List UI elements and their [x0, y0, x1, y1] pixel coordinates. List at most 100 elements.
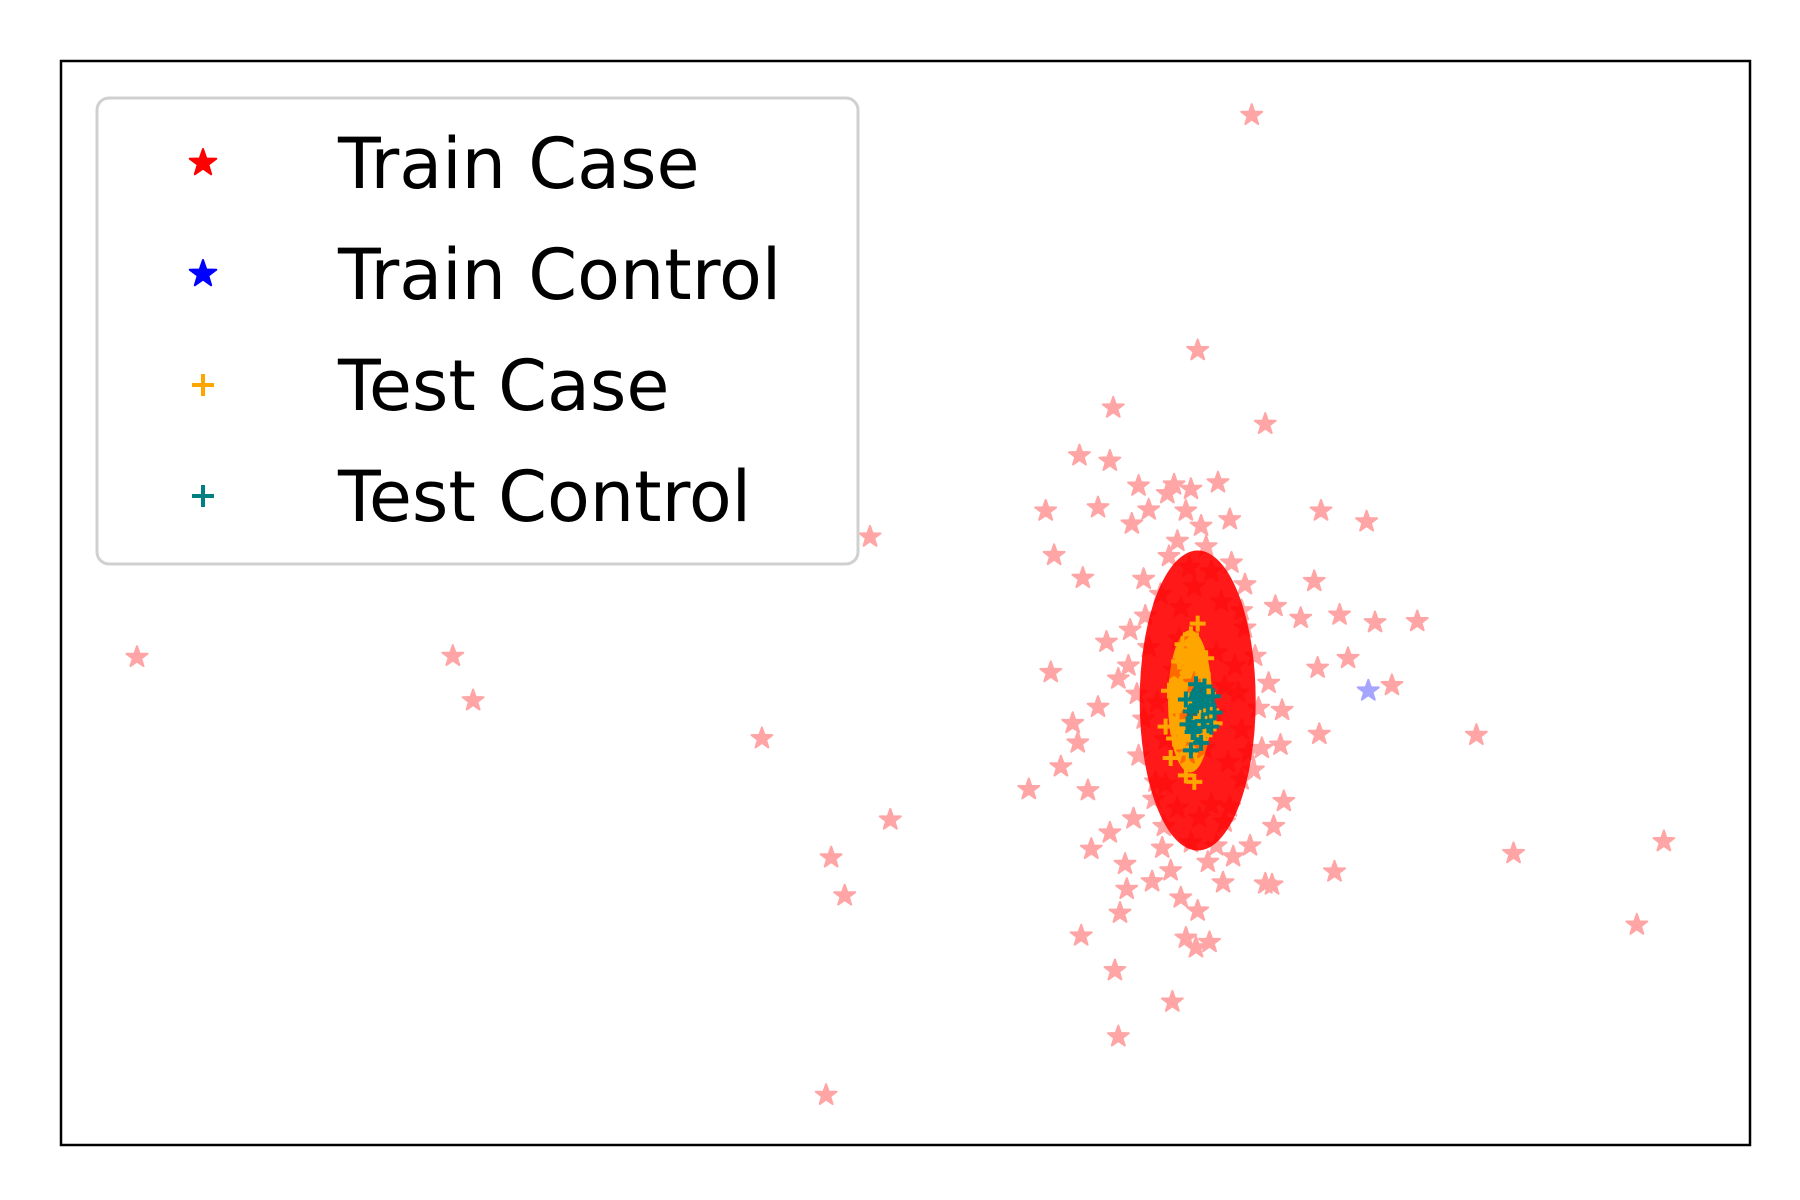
train-case-point [1405, 609, 1429, 632]
train-case-point [1253, 871, 1277, 894]
train-case-point [1106, 1024, 1130, 1047]
train-case-point [1145, 690, 1169, 713]
train-case-point [1142, 787, 1166, 810]
test-control-point [1179, 716, 1196, 733]
train-case-point [1230, 717, 1254, 740]
test-case-point [1162, 750, 1179, 767]
test-case-point [1181, 660, 1198, 677]
train-case-point [441, 644, 465, 666]
train-case-point [1262, 814, 1286, 837]
train-case-point [1186, 898, 1210, 921]
train-case-point [1086, 695, 1110, 717]
train-case-point [1306, 656, 1330, 678]
train-case-point [1177, 555, 1201, 578]
test-case-point [1186, 773, 1203, 790]
train-case-point [1154, 772, 1178, 794]
test-case-point [1198, 650, 1215, 667]
train-case-point [1137, 635, 1161, 658]
train-case-point [1106, 666, 1130, 689]
legend-box [95, 96, 860, 566]
train-case-point [1218, 794, 1242, 817]
train-case-point [833, 883, 857, 906]
test-control-point [1182, 703, 1199, 720]
train-case-point [1502, 841, 1525, 864]
train-case-point [1240, 103, 1264, 126]
train-case-point [1206, 470, 1230, 493]
train-case-point [1125, 682, 1149, 704]
train-case-point [1166, 795, 1189, 818]
train-case-point [1221, 844, 1245, 867]
train-case-point [1625, 912, 1649, 935]
train-case-point [1199, 792, 1223, 815]
test-case-point [1169, 713, 1186, 730]
train-case-point [1066, 730, 1090, 753]
test-control-point [1188, 676, 1205, 693]
train-case-point [858, 524, 882, 547]
train-case-point [1204, 833, 1228, 856]
test-control-point [1206, 704, 1223, 721]
train-case-point [1166, 529, 1189, 552]
series-test-control [1177, 676, 1223, 759]
train-case-point [1140, 869, 1164, 892]
train-case-point [1169, 885, 1193, 908]
train-case-point [1323, 859, 1346, 882]
train-case-point [1194, 534, 1218, 557]
train-case-point [1199, 559, 1223, 582]
train-case-point [1160, 989, 1184, 1012]
train-case-point [1302, 569, 1326, 592]
train-case-point [1309, 498, 1333, 521]
train-case-point [1152, 814, 1176, 837]
train-case-point [1213, 674, 1237, 697]
train-case-point [1039, 660, 1063, 683]
train-case-point [1363, 610, 1387, 633]
legend: Train Case Train Control Test Case Test Con… [95, 96, 860, 566]
train-case-point [1174, 498, 1198, 521]
train-case-point [1115, 877, 1139, 900]
train-case-point [1253, 412, 1277, 434]
train-case-point [1220, 550, 1243, 573]
legend-marker-test-case [192, 374, 214, 396]
train-case-point [1328, 602, 1351, 625]
legend-marker-test-control [192, 485, 214, 507]
train-case-point [1380, 673, 1404, 696]
test-control-point [1194, 713, 1211, 730]
plot-marks [125, 103, 1676, 1105]
train-case-point [1098, 820, 1122, 843]
train-case-point [1269, 733, 1292, 755]
train-case-point [1103, 958, 1127, 981]
train-case-point [1257, 671, 1281, 694]
test-case-point [1157, 718, 1174, 735]
train-case-point [1238, 833, 1262, 856]
train-control-point [1356, 678, 1380, 701]
train-case-point [1336, 646, 1360, 669]
train-case-point [1132, 567, 1156, 590]
train-case-point [1150, 836, 1174, 858]
train-case-point [1218, 507, 1242, 530]
legend-label-test-control: Test Control [337, 456, 751, 538]
train-case-point [1289, 606, 1313, 629]
test-control-point [1182, 742, 1199, 759]
train-case-point [1169, 595, 1193, 618]
legend-marker-train-case [188, 148, 218, 176]
train-case-point [1223, 653, 1247, 676]
test-case-point [1174, 636, 1191, 653]
train-case-point [1233, 615, 1257, 638]
train-case-point [878, 807, 902, 830]
train-case-point [1017, 777, 1041, 800]
train-case-point [1247, 696, 1270, 718]
train-case-point [1122, 806, 1145, 829]
train-case-point [1113, 852, 1137, 875]
train-case-point [1118, 618, 1142, 640]
legend-marker-train-control [188, 259, 218, 287]
train-case-point [1049, 754, 1073, 777]
train-case-point [1236, 740, 1260, 763]
legend-label-train-case: Train Case [337, 123, 700, 205]
train-case-point [1127, 743, 1150, 766]
train-case-point [1182, 574, 1206, 597]
train-case-point [1307, 722, 1331, 745]
test-case-point [1189, 615, 1206, 632]
train-case-point [1184, 935, 1208, 958]
train-case-point [1061, 711, 1085, 734]
train-case-point [1076, 778, 1100, 801]
